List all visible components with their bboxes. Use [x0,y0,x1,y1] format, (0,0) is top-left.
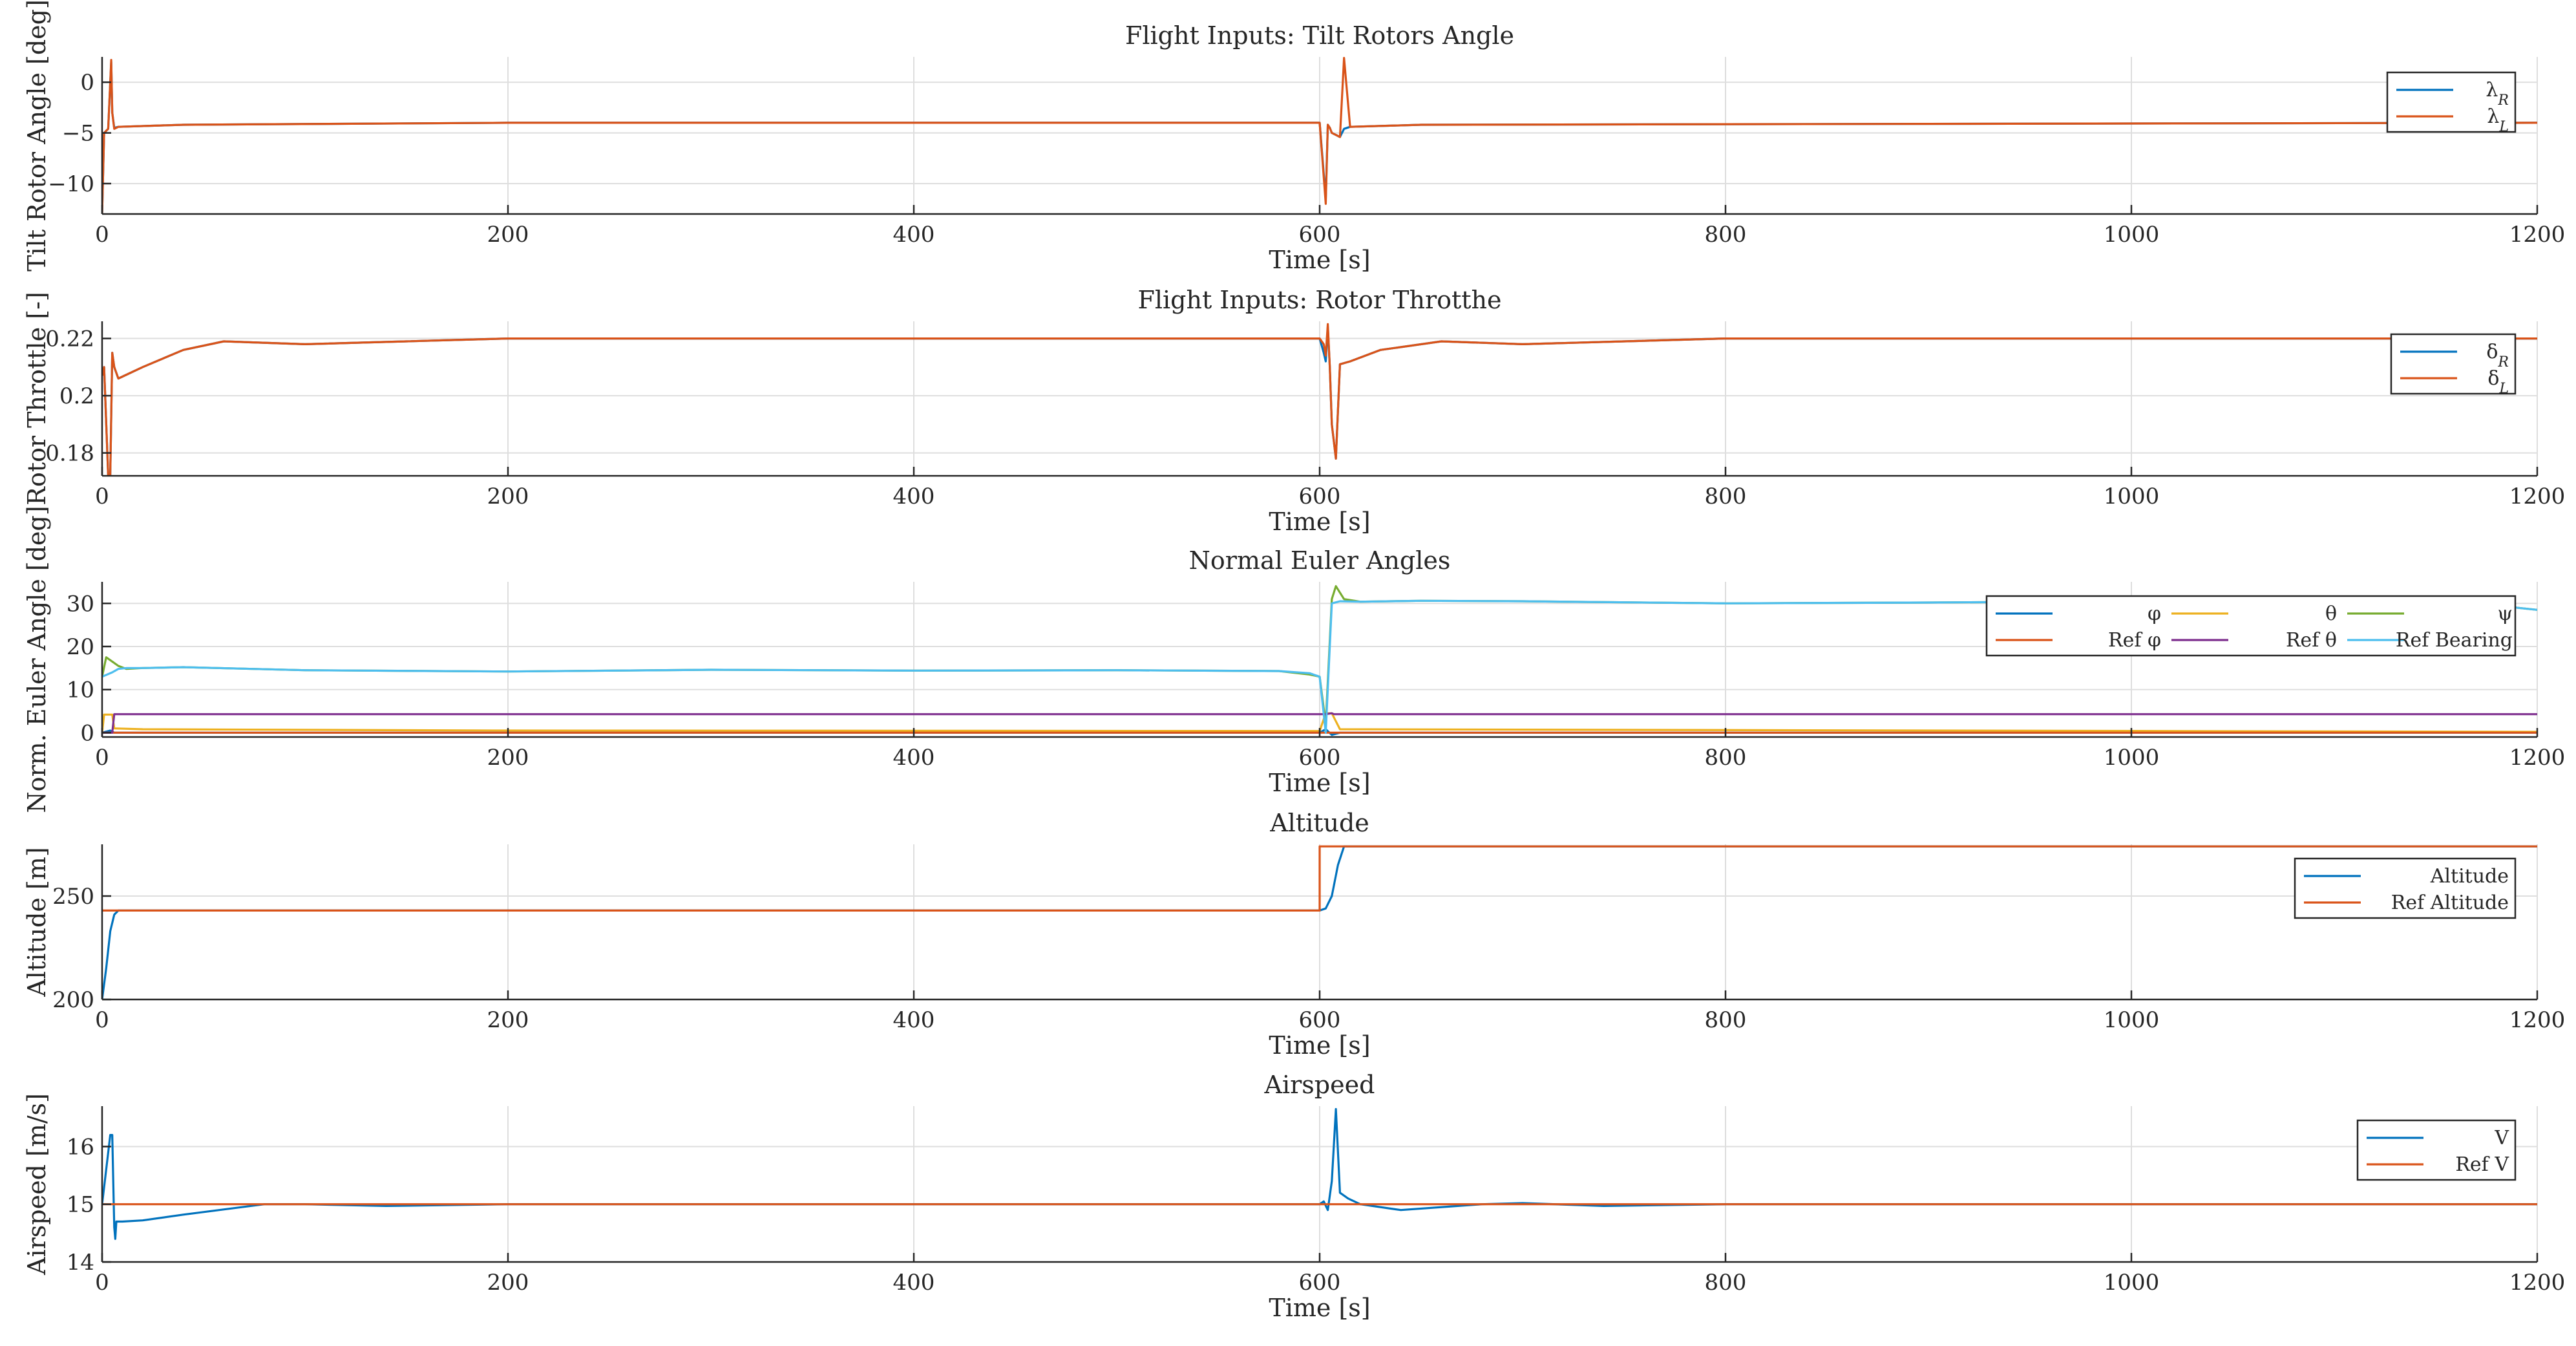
x-tick-label: 0 [95,745,109,771]
chart-panel-4: 0 200 400 600 800 1000 1200 14 15 16 Airspeed Time … [23,1071,2565,1322]
x-axis-label: Time [s] [1269,1294,1370,1322]
chart-title: Flight Inputs: Rotor Throtthe [1137,286,1501,314]
legend-box [1985,595,2517,657]
series-line-5 [102,599,2537,734]
chart-title: Flight Inputs: Tilt Rotors Angle [1125,21,1514,50]
x-tick-label: 1200 [2509,222,2566,248]
legend: Altitude Ref Altitude [2294,857,2517,919]
legend-box [2390,333,2517,395]
y-tick-label: 30 [67,591,94,617]
legend-entry-label: Altitude [2430,865,2509,888]
y-axis-label: Altitude [m] [23,847,51,997]
x-tick-label: 200 [487,1007,529,1033]
chart-title: Altitude [1269,809,1369,837]
x-tick-label: 200 [487,222,529,248]
y-axis-label: Norm. Euler Angle [deg] [23,506,51,813]
x-tick-label: 1000 [2104,1007,2160,1033]
x-tick-label: 1000 [2104,222,2160,248]
x-axis-label: Time [s] [1269,507,1370,536]
x-tick-label: 1000 [2104,484,2160,509]
y-tick-label: 200 [52,987,94,1013]
legend-box [2294,857,2517,919]
x-tick-label: 1200 [2509,484,2566,509]
y-tick-label: 15 [67,1192,94,1218]
legend-entry-label: Ref Bearing [2396,629,2513,652]
y-tick-label: 0.22 [45,326,94,352]
y-axis-label: Rotor Throttle [-] [23,292,51,506]
legend-entry-label: δL [2487,367,2509,397]
x-tick-label: 600 [1299,222,1341,248]
x-axis-label: Time [s] [1269,246,1370,274]
x-tick-label: 400 [893,222,935,248]
y-tick-label: 250 [52,884,94,910]
y-tick-label: −5 [62,121,94,147]
y-axis-label: Airspeed [m/s] [23,1093,51,1276]
x-tick-label: 200 [487,745,529,771]
chart-panel-1: 0 200 400 600 800 1000 1200 0.18 0.2 0.22 Flight I… [23,286,2565,536]
y-tick-label: 0.2 [59,383,94,409]
x-tick-label: 600 [1299,745,1341,771]
legend: φ θ ψ Ref φ Ref θ Ref Bearing [1985,595,2517,657]
x-tick-label: 1000 [2104,745,2160,771]
y-tick-label: −10 [48,171,94,197]
y-tick-label: 20 [67,634,94,660]
x-tick-label: 200 [487,484,529,509]
legend-entry-label: φ [2148,603,2161,625]
legend-entry-label: ψ [2497,603,2513,625]
chart-panel-3: 0 200 400 600 800 1000 1200200250AltitudeTime … [23,809,2565,1060]
x-tick-label: 800 [1705,745,1747,771]
legend-entry-label: Ref θ [2286,629,2337,652]
series-line-1 [102,57,2537,214]
chart-panel-0: 0 200 400 600 800 1000 1200 −10 −5 0 Flight Inputs… [23,0,2565,274]
x-tick-label: 1200 [2509,1270,2566,1296]
x-axis-label: Time [s] [1269,1031,1370,1060]
series-line-1 [102,323,2537,476]
chart-title: Normal Euler Angles [1189,546,1451,575]
legend-entry-label: Ref Altitude [2391,892,2509,914]
legend-entry-label: λL [2487,105,2509,135]
y-tick-label: 0.18 [45,441,94,467]
x-tick-label: 1200 [2509,1007,2566,1033]
series-line-1 [102,845,2537,912]
y-axis-label: Tilt Rotor Angle [deg] [23,0,51,272]
chart-panel-2: 0 200 400 600 800 1000 1200 0 10 20 30 Normal Euler… [23,506,2565,813]
chart-title: Airspeed [1264,1071,1375,1099]
legend-box [2356,1119,2517,1181]
legend-entry-label: λR [2486,79,2509,109]
x-tick-label: 600 [1299,484,1341,509]
x-tick-label: 400 [893,745,935,771]
legend-entry-label: Ref φ [2108,629,2161,652]
y-tick-label: 14 [67,1250,94,1276]
x-tick-label: 0 [95,1270,109,1296]
legend-entry-label: Ref V [2455,1153,2509,1176]
legend-entry-label: V [2494,1127,2509,1149]
x-tick-label: 800 [1705,1007,1747,1033]
y-tick-label: 16 [67,1134,94,1160]
x-tick-label: 800 [1705,1270,1747,1296]
y-tick-label: 0 [80,720,94,746]
x-tick-label: 1000 [2104,1270,2160,1296]
legend-entry-label: δR [2486,341,2509,370]
x-tick-label: 200 [487,1270,529,1296]
legend-box [2386,71,2517,133]
x-tick-label: 800 [1705,222,1747,248]
x-tick-label: 0 [95,222,109,248]
x-tick-label: 400 [893,1007,935,1033]
y-tick-label: 0 [80,70,94,96]
x-tick-label: 800 [1705,484,1747,509]
x-tick-label: 400 [893,484,935,509]
x-tick-label: 600 [1299,1270,1341,1296]
legend: V Ref V [2356,1119,2517,1181]
x-tick-label: 400 [893,1270,935,1296]
y-tick-label: 10 [67,678,94,703]
x-axis-label: Time [s] [1269,769,1370,797]
x-tick-label: 0 [95,1007,109,1033]
legend-entry-label: θ [2325,603,2337,625]
x-tick-label: 0 [95,484,109,509]
x-tick-label: 600 [1299,1007,1341,1033]
x-tick-label: 1200 [2509,745,2566,771]
